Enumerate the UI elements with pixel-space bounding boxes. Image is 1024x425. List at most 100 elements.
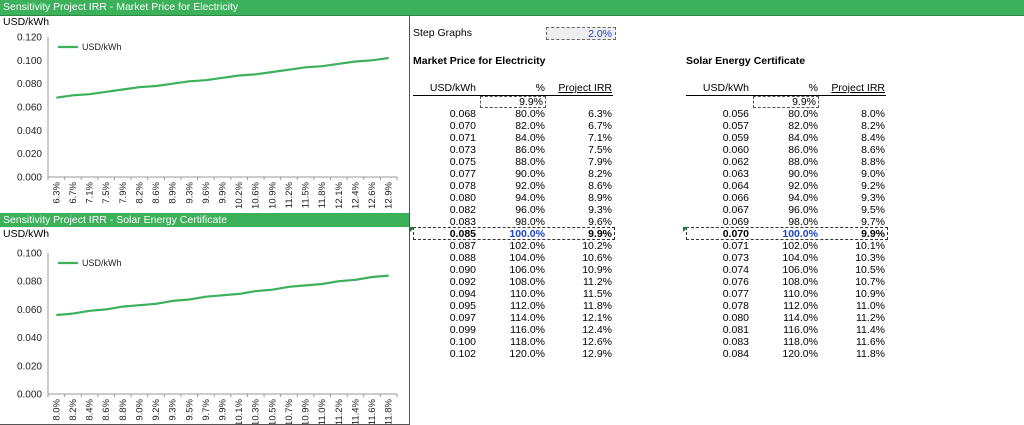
- cell-irr: 8.6%: [588, 180, 612, 192]
- chart-solar-certificate[interactable]: 0.000 0.020 0.040 0.060 0.080 0.100 8.0% 8.2% 8.…: [0, 240, 409, 424]
- cell-value: 0.070: [722, 228, 749, 240]
- cell-value: 0.063: [722, 168, 749, 180]
- x-tick-label: 8.4%: [85, 398, 96, 420]
- step-graphs-label: Step Graphs: [413, 27, 472, 39]
- cell-percent: 82.0%: [515, 120, 545, 132]
- cell-value: 0.099: [449, 324, 476, 336]
- table-row: 0.087 102.0% 10.2%: [410, 240, 620, 252]
- cell-percent: 118.0%: [510, 336, 545, 348]
- cell-irr: 9.6%: [588, 216, 612, 228]
- x-tick-label: 8.6%: [101, 398, 112, 420]
- cell-value: 0.057: [722, 120, 749, 132]
- cell-irr: 10.7%: [855, 276, 885, 288]
- table-row: 0.063 90.0% 9.0%: [683, 168, 893, 180]
- cell-value: 0.056: [722, 108, 749, 120]
- y-tick-label: 0.000: [17, 173, 42, 184]
- cell-value: 0.102: [449, 348, 476, 360]
- x-tick-label: 12.6%: [367, 181, 378, 208]
- cell-irr: 12.1%: [582, 312, 612, 324]
- cell-percent: 92.0%: [788, 180, 818, 192]
- table-row: 0.100 118.0% 12.6%: [410, 336, 620, 348]
- x-tick-label: 9.9%: [218, 398, 229, 420]
- cell-irr: 10.1%: [855, 240, 885, 252]
- header-usd-kwh: USD/kWh: [429, 82, 476, 94]
- cell-value: 0.066: [722, 192, 749, 204]
- cell-value: 0.078: [449, 180, 476, 192]
- step-graphs-input[interactable]: 2.0%: [546, 27, 616, 40]
- x-tick-label: 11.8%: [317, 181, 328, 208]
- base-case-highlight: [413, 227, 615, 240]
- x-tick-label: 9.2%: [151, 398, 162, 420]
- header-underline: [413, 95, 613, 96]
- cell-percent: 104.0%: [509, 252, 545, 264]
- table-1-title: Market Price for Electricity: [413, 55, 546, 67]
- cell-value: 0.095: [449, 300, 476, 312]
- cell-percent: 80.0%: [515, 108, 545, 120]
- table-row: 0.077 90.0% 8.2%: [410, 168, 620, 180]
- x-tick-label: 12.1%: [334, 181, 345, 208]
- x-tick-label: 12.4%: [350, 181, 361, 208]
- cell-percent: 96.0%: [515, 204, 545, 216]
- table-row: 0.090 106.0% 10.9%: [410, 264, 620, 276]
- cell-irr: 6.3%: [588, 108, 612, 120]
- table-row: 0.078 92.0% 8.6%: [410, 180, 620, 192]
- cell-percent: 90.0%: [788, 168, 818, 180]
- x-tick-label: 6.7%: [68, 181, 79, 203]
- cell-comment-marker: [683, 227, 688, 232]
- x-tick-label: 10.9%: [301, 398, 312, 424]
- x-tick-label: 7.1%: [85, 181, 96, 203]
- series-line: [56, 56, 389, 99]
- cell-percent: 104.0%: [782, 252, 818, 264]
- cell-irr: 9.9%: [861, 228, 885, 240]
- table-row: 0.071 102.0% 10.1%: [683, 240, 893, 252]
- x-tick-label: 11.2%: [284, 181, 295, 208]
- section-bar-solar: Sensitivity Project IRR - Solar Energy C…: [0, 213, 409, 227]
- table-row: 0.095 112.0% 11.8%: [410, 300, 620, 312]
- chart-market-price[interactable]: 0.000 0.020 0.040 0.060 0.080 0.100 0.120 6.3% 6…: [0, 27, 409, 212]
- cell-percent: 94.0%: [788, 192, 818, 204]
- table-row: 0.073 104.0% 10.3%: [683, 252, 893, 264]
- cell-irr: 8.4%: [861, 132, 885, 144]
- x-tick-label: 11.5%: [301, 181, 312, 208]
- cell-irr: 10.5%: [855, 264, 885, 276]
- y-tick-label: 0.100: [17, 56, 42, 67]
- cell-percent: 84.0%: [515, 132, 545, 144]
- base-case-highlight: [686, 227, 888, 240]
- cell-value: 0.084: [722, 348, 749, 360]
- x-tick-label: 10.7%: [284, 398, 295, 424]
- table-row: 0.083 98.0% 9.6%: [410, 216, 620, 228]
- cell-value: 0.073: [449, 144, 476, 156]
- cell-percent: 120.0%: [782, 348, 818, 360]
- cell-irr: 8.8%: [861, 156, 885, 168]
- table-row: 0.073 86.0% 7.5%: [410, 144, 620, 156]
- cell-irr: 11.8%: [856, 348, 885, 360]
- legend-label: USD/kWh: [82, 258, 122, 268]
- table-row: 0.084 120.0% 11.8%: [683, 348, 893, 360]
- cell-irr: 11.2%: [856, 312, 885, 324]
- cell-irr: 9.5%: [861, 204, 885, 216]
- cell-value: 0.071: [722, 240, 749, 252]
- x-tick-label: 10.5%: [267, 398, 278, 424]
- cell-percent: 102.0%: [509, 240, 545, 252]
- x-tick-label: 9.3%: [168, 398, 179, 420]
- base-irr-cell[interactable]: 9.9%: [753, 96, 819, 108]
- table-row: 0.097 114.0% 12.1%: [410, 312, 620, 324]
- header-project-irr: Project IRR: [558, 82, 612, 94]
- x-tick-label: 11.8%: [384, 398, 395, 424]
- cell-value: 0.070: [449, 120, 476, 132]
- table-row: 0.060 86.0% 8.6%: [683, 144, 893, 156]
- cell-percent: 108.0%: [509, 276, 545, 288]
- cell-value: 0.082: [449, 204, 476, 216]
- cell-percent: 100.0%: [509, 228, 545, 240]
- header-percent: %: [808, 82, 818, 94]
- x-tick-label: 6.3%: [51, 181, 62, 203]
- table-row: 0.083 118.0% 11.6%: [683, 336, 893, 348]
- x-tick-label: 10.2%: [234, 181, 245, 208]
- cell-percent: 106.0%: [509, 264, 545, 276]
- cell-irr: 10.2%: [582, 240, 612, 252]
- cell-percent: 82.0%: [788, 120, 818, 132]
- chart-2-unit-label: USD/kWh: [3, 228, 50, 240]
- table-row: 0.076 108.0% 10.7%: [683, 276, 893, 288]
- table-row: 0.068 80.0% 6.3%: [410, 108, 620, 120]
- base-irr-cell[interactable]: 9.9%: [480, 96, 546, 108]
